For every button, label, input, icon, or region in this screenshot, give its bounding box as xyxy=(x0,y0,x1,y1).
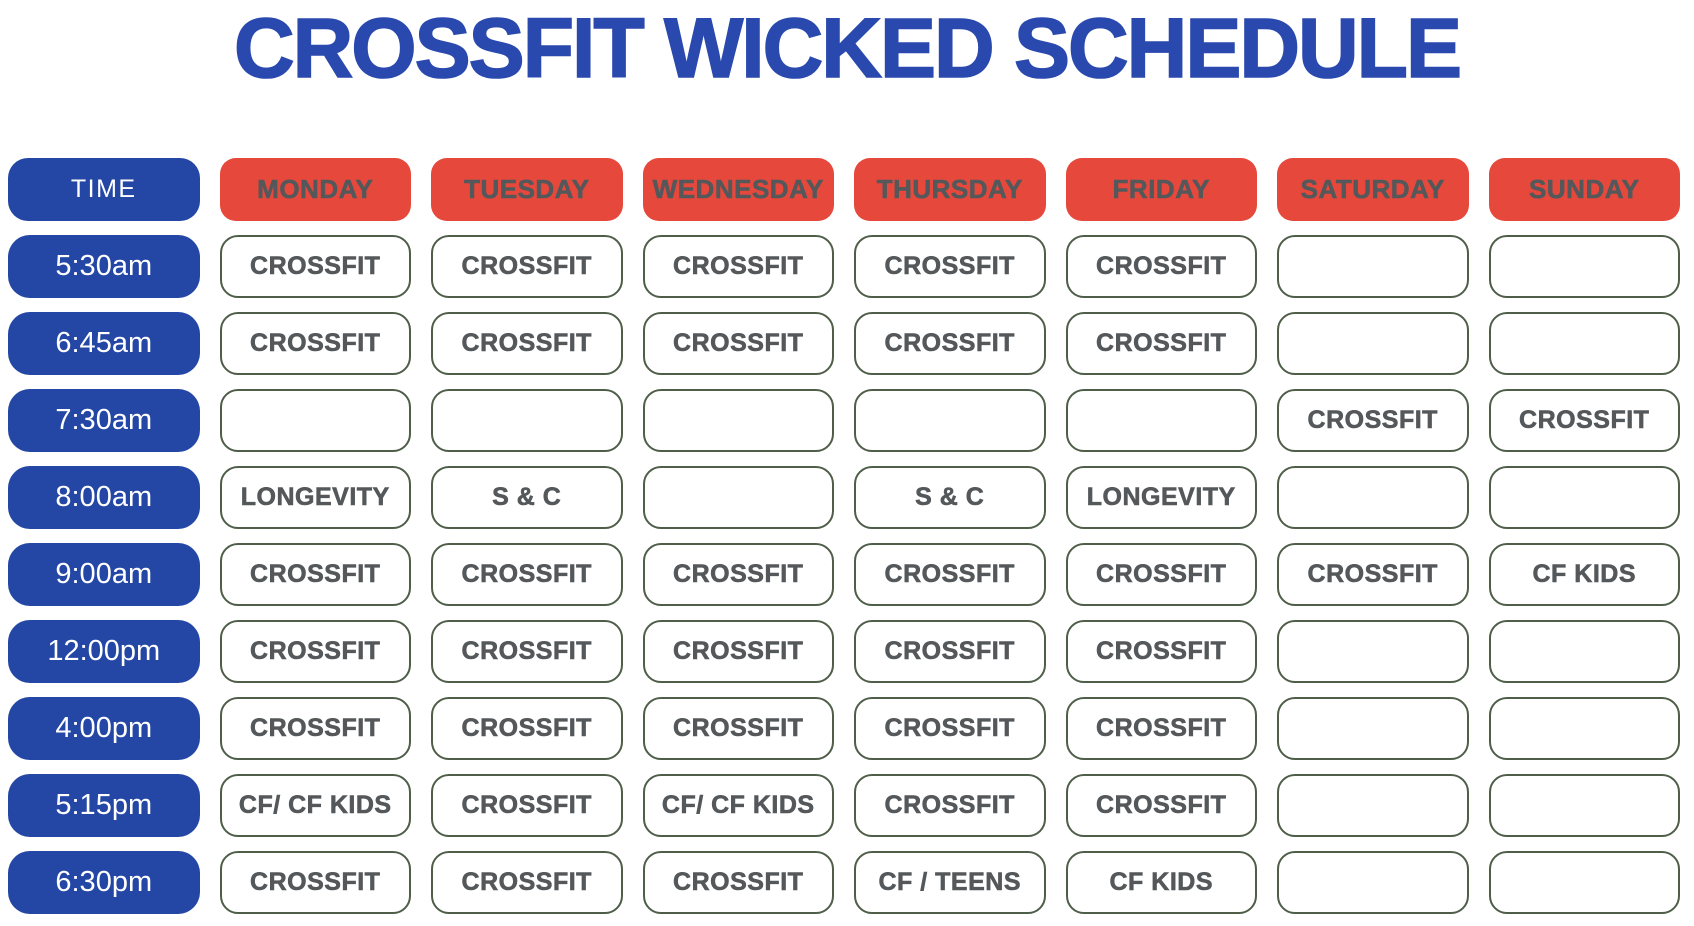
schedule-cell xyxy=(1277,697,1469,760)
schedule-cell: CROSSFIT xyxy=(219,235,411,298)
schedule-cell: CF KIDS xyxy=(1488,543,1680,606)
schedule-cell xyxy=(1277,774,1469,837)
schedule-cell: S & C xyxy=(854,466,1046,529)
time-label-900am: 9:00am xyxy=(8,543,200,606)
schedule-cell: CROSSFIT xyxy=(854,620,1046,683)
schedule-cell xyxy=(1488,466,1680,529)
schedule-cell xyxy=(854,389,1046,452)
schedule-cell: CF / TEENS xyxy=(854,851,1046,914)
time-label-515pm: 5:15pm xyxy=(8,774,200,837)
schedule-cell: CF KIDS xyxy=(1065,851,1257,914)
schedule-cell: S & C xyxy=(431,466,623,529)
day-header-monday: MONDAY xyxy=(219,158,411,221)
time-label-730am: 7:30am xyxy=(8,389,200,452)
schedule-cell: CROSSFIT xyxy=(642,312,834,375)
schedule-cell xyxy=(431,389,623,452)
time-label-1200pm: 12:00pm xyxy=(8,620,200,683)
schedule-cell: CROSSFIT xyxy=(1065,697,1257,760)
day-header-wednesday: WEDNESDAY xyxy=(642,158,834,221)
schedule-cell: CF/ CF KIDS xyxy=(219,774,411,837)
schedule-cell: CROSSFIT xyxy=(854,235,1046,298)
schedule-cell: CROSSFIT xyxy=(219,851,411,914)
day-header-friday: FRIDAY xyxy=(1065,158,1257,221)
schedule-cell xyxy=(1488,697,1680,760)
schedule-cell: CROSSFIT xyxy=(1065,312,1257,375)
time-column-header: TIME xyxy=(8,158,200,221)
schedule-cell: CROSSFIT xyxy=(642,543,834,606)
schedule-cell: CROSSFIT xyxy=(431,543,623,606)
schedule-cell: CROSSFIT xyxy=(854,774,1046,837)
time-label-530am: 5:30am xyxy=(8,235,200,298)
schedule-cell: CROSSFIT xyxy=(642,620,834,683)
time-label-645am: 6:45am xyxy=(8,312,200,375)
schedule-cell: CROSSFIT xyxy=(431,312,623,375)
schedule-cell: CROSSFIT xyxy=(1065,235,1257,298)
page-title: CROSSFIT WICKED SCHEDULE xyxy=(233,1,1463,95)
schedule-cell xyxy=(1065,389,1257,452)
schedule-cell: CROSSFIT xyxy=(219,543,411,606)
schedule-cell xyxy=(1488,312,1680,375)
schedule-cell xyxy=(642,466,834,529)
schedule-cell: CROSSFIT xyxy=(431,697,623,760)
schedule-cell: CROSSFIT xyxy=(431,774,623,837)
schedule-cell: CROSSFIT xyxy=(1277,543,1469,606)
schedule-cell xyxy=(1488,235,1680,298)
schedule-cell: CROSSFIT xyxy=(1065,543,1257,606)
schedule-cell: LONGEVITY xyxy=(219,466,411,529)
schedule-cell: CROSSFIT xyxy=(219,620,411,683)
schedule-cell: CROSSFIT xyxy=(219,312,411,375)
schedule-cell xyxy=(642,389,834,452)
schedule-cell: CROSSFIT xyxy=(854,697,1046,760)
day-header-saturday: SATURDAY xyxy=(1277,158,1469,221)
schedule-cell xyxy=(1488,851,1680,914)
time-label-630pm: 6:30pm xyxy=(8,851,200,914)
schedule-cell: CROSSFIT xyxy=(431,851,623,914)
schedule-cell xyxy=(1277,235,1469,298)
schedule-cell: CROSSFIT xyxy=(1277,389,1469,452)
schedule-cell xyxy=(1488,774,1680,837)
schedule-cell: CROSSFIT xyxy=(1065,774,1257,837)
schedule-cell xyxy=(1277,620,1469,683)
day-header-thursday: THURSDAY xyxy=(854,158,1046,221)
schedule-cell: CROSSFIT xyxy=(431,620,623,683)
schedule-cell xyxy=(1488,620,1680,683)
schedule-cell xyxy=(219,389,411,452)
time-label-800am: 8:00am xyxy=(8,466,200,529)
schedule-cell: CF/ CF KIDS xyxy=(642,774,834,837)
schedule-cell: CROSSFIT xyxy=(854,543,1046,606)
schedule-cell xyxy=(1277,851,1469,914)
schedule-cell: CROSSFIT xyxy=(642,851,834,914)
day-header-tuesday: TUESDAY xyxy=(431,158,623,221)
schedule-cell: CROSSFIT xyxy=(1488,389,1680,452)
schedule-cell xyxy=(1277,466,1469,529)
schedule-cell: CROSSFIT xyxy=(219,697,411,760)
schedule-table: TIME MONDAY TUESDAY WEDNESDAY THURSDAY F… xyxy=(0,158,1694,914)
schedule-cell: CROSSFIT xyxy=(642,697,834,760)
schedule-cell: CROSSFIT xyxy=(642,235,834,298)
time-label-400pm: 4:00pm xyxy=(8,697,200,760)
day-header-sunday: SUNDAY xyxy=(1488,158,1680,221)
schedule-cell: CROSSFIT xyxy=(431,235,623,298)
schedule-cell: CROSSFIT xyxy=(854,312,1046,375)
schedule-cell: LONGEVITY xyxy=(1065,466,1257,529)
schedule-cell: CROSSFIT xyxy=(1065,620,1257,683)
schedule-cell xyxy=(1277,312,1469,375)
